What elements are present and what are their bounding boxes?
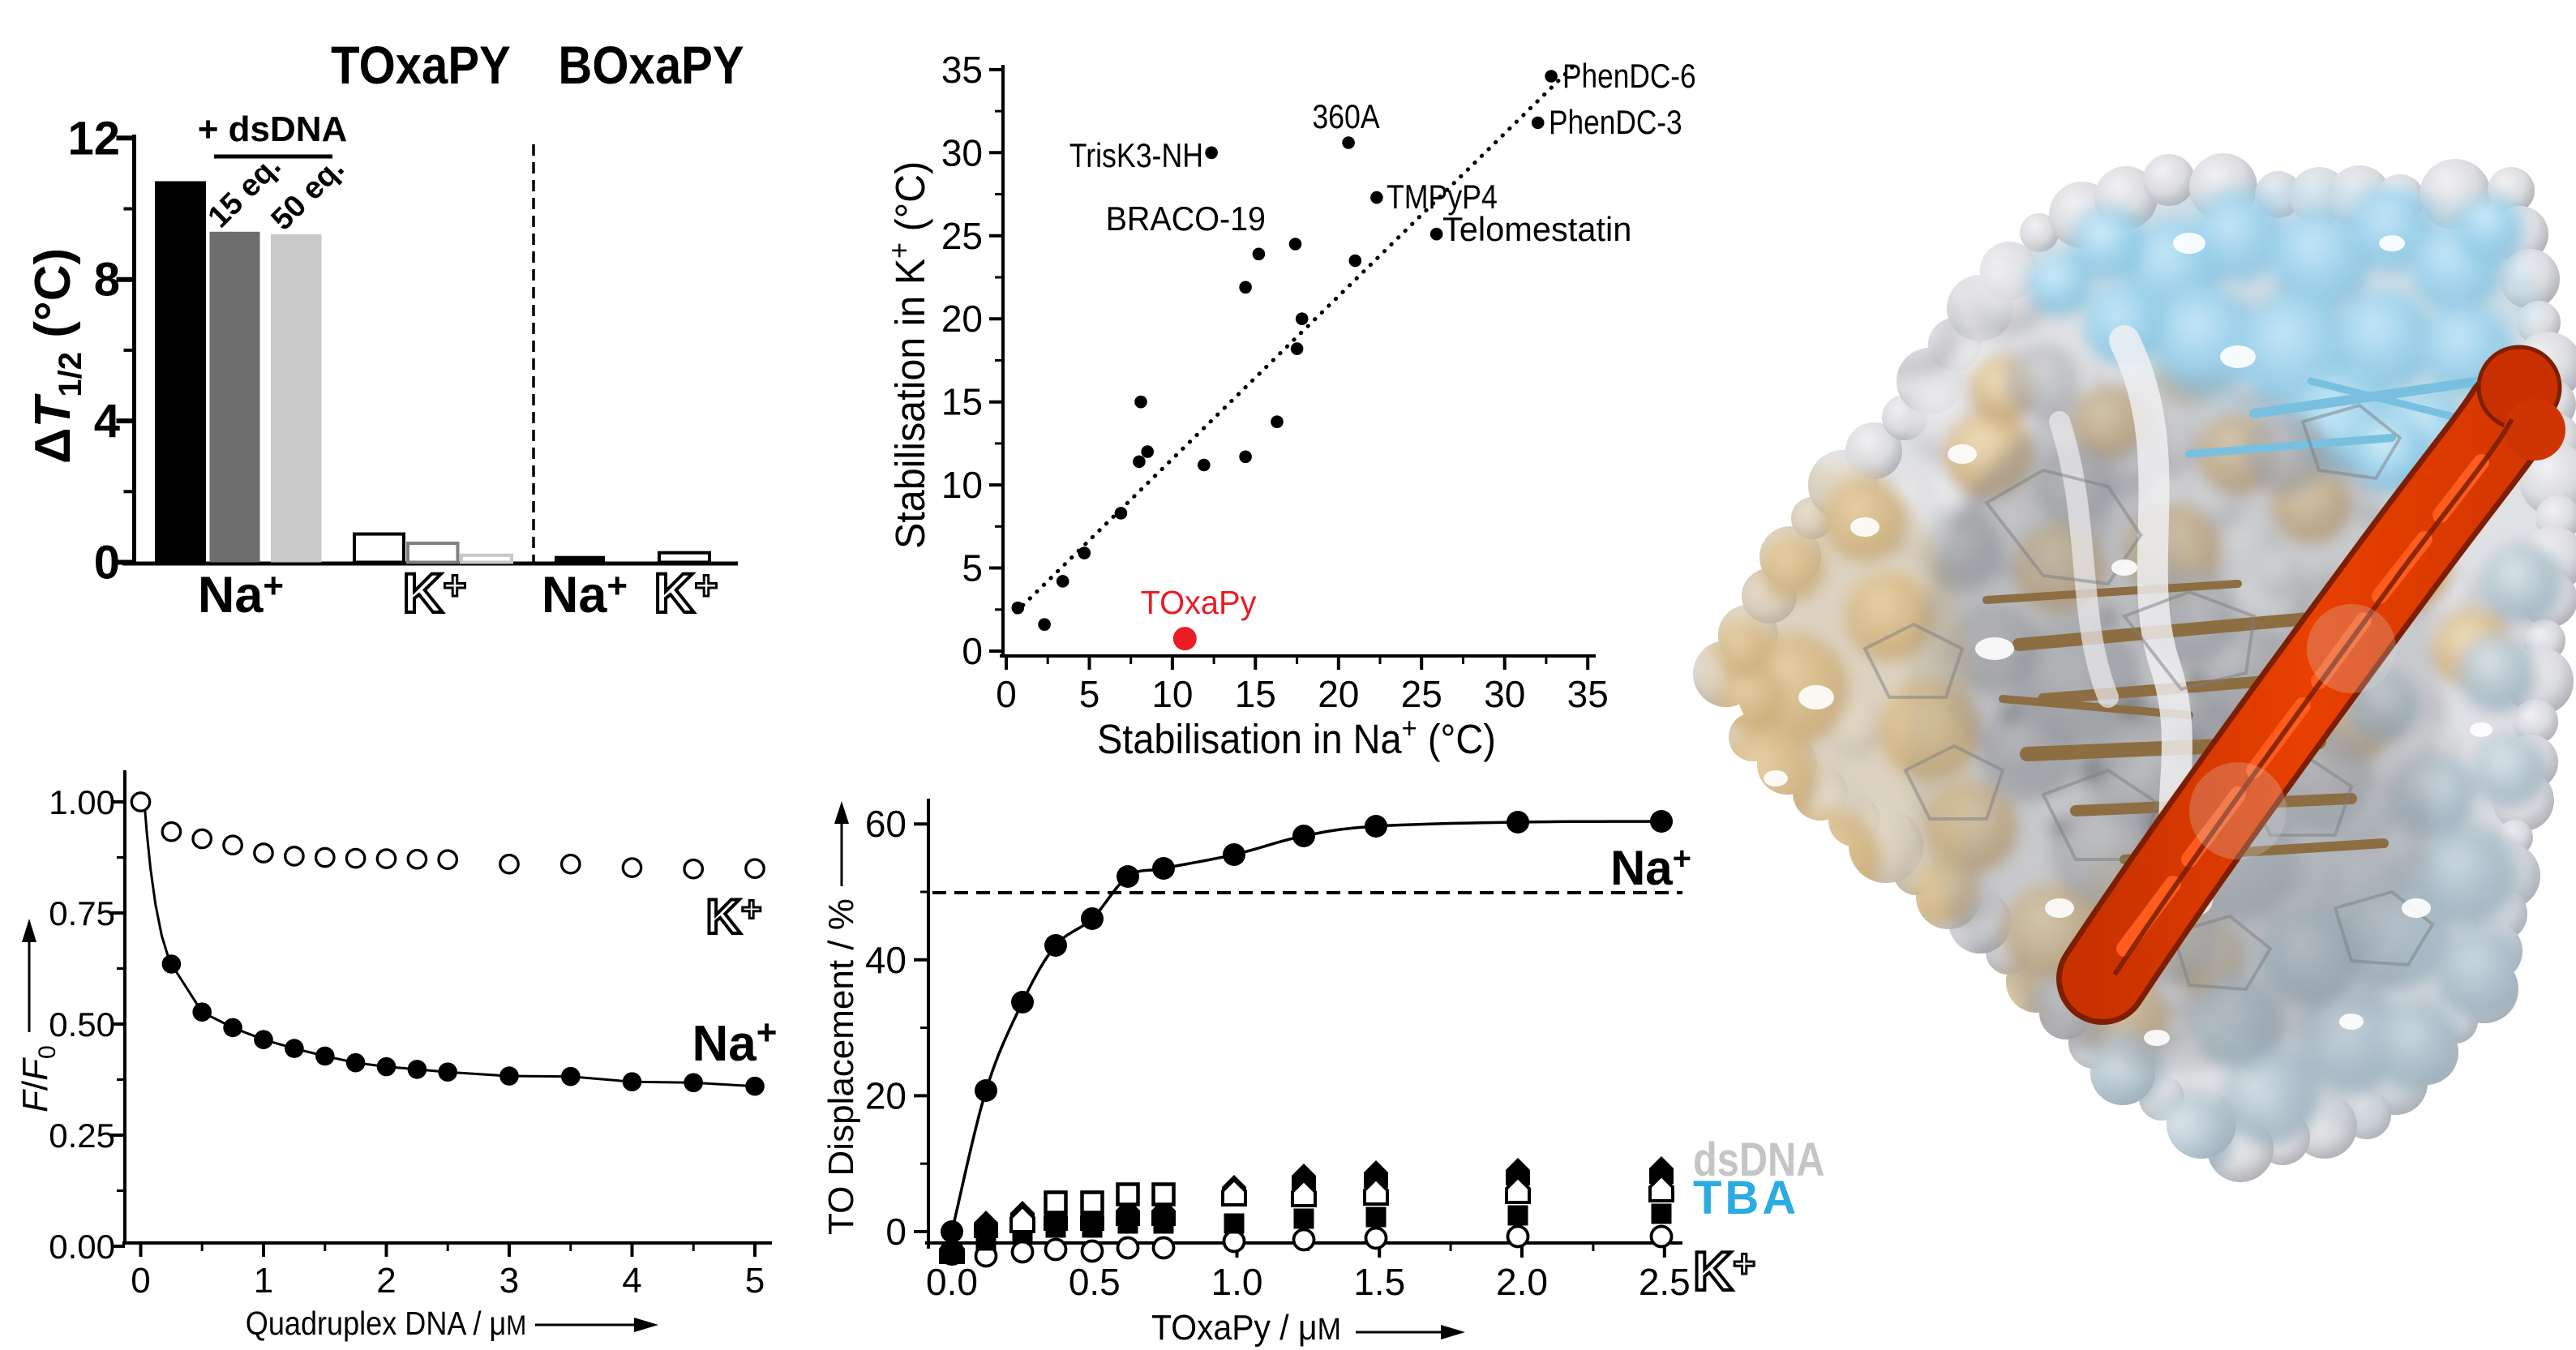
svg-text:1: 1 bbox=[254, 1261, 273, 1301]
svg-text:BOxaPY: BOxaPY bbox=[558, 36, 744, 96]
svg-text:TO Displacement / %: TO Displacement / % bbox=[821, 898, 861, 1235]
svg-text:5: 5 bbox=[1079, 673, 1100, 715]
svg-text:Telomestatin: Telomestatin bbox=[1442, 210, 1631, 248]
svg-text:TBA: TBA bbox=[1693, 1172, 1799, 1224]
svg-text:0.25: 0.25 bbox=[49, 1116, 115, 1155]
svg-text:5: 5 bbox=[962, 547, 983, 589]
svg-text:1.0: 1.0 bbox=[1211, 1261, 1263, 1303]
svg-text:60: 60 bbox=[865, 803, 907, 845]
svg-text:Quadruplex DNA / μM: Quadruplex DNA / μM bbox=[246, 1305, 526, 1343]
svg-text:2: 2 bbox=[376, 1261, 396, 1301]
svg-text:ΔT1/2 (°C): ΔT1/2 (°C) bbox=[25, 248, 88, 464]
svg-text:0.75: 0.75 bbox=[49, 894, 115, 932]
svg-text:TOxaPy: TOxaPy bbox=[1141, 583, 1258, 621]
svg-text:15: 15 bbox=[941, 381, 983, 423]
svg-text:Stabilisation in K+ (°C): Stabilisation in K+ (°C) bbox=[883, 161, 933, 549]
svg-text:30: 30 bbox=[941, 131, 983, 174]
svg-text:25: 25 bbox=[941, 215, 983, 257]
svg-text:12: 12 bbox=[67, 112, 120, 165]
svg-text:15: 15 bbox=[1235, 673, 1276, 715]
svg-text:TrisK3-NH: TrisK3-NH bbox=[1069, 137, 1203, 174]
svg-text:20: 20 bbox=[865, 1074, 907, 1116]
svg-text:0.50: 0.50 bbox=[49, 1005, 115, 1044]
svg-text:0: 0 bbox=[962, 630, 983, 672]
svg-text:0.0: 0.0 bbox=[926, 1261, 978, 1303]
svg-text:K+: K+ bbox=[705, 889, 761, 944]
svg-text:F/F0: F/F0 bbox=[15, 1045, 61, 1112]
svg-text:0: 0 bbox=[885, 1211, 907, 1253]
svg-text:K+: K+ bbox=[1693, 1241, 1755, 1302]
svg-text:0: 0 bbox=[94, 537, 120, 589]
svg-text:2.5: 2.5 bbox=[1639, 1261, 1691, 1303]
svg-text:Na+: Na+ bbox=[692, 1013, 778, 1072]
svg-text:TMPyP4: TMPyP4 bbox=[1387, 178, 1498, 216]
svg-text:360A: 360A bbox=[1312, 98, 1379, 135]
svg-text:10: 10 bbox=[941, 464, 983, 506]
svg-text:35: 35 bbox=[941, 49, 983, 91]
svg-text:dsDNA: dsDNA bbox=[1693, 1134, 1824, 1186]
svg-text:30: 30 bbox=[1484, 673, 1525, 715]
svg-text:1.00: 1.00 bbox=[49, 783, 115, 821]
svg-text:8: 8 bbox=[94, 254, 120, 306]
svg-text:PhenDC-6: PhenDC-6 bbox=[1562, 58, 1696, 96]
svg-text:PhenDC-3: PhenDC-3 bbox=[1549, 104, 1682, 142]
svg-text:10: 10 bbox=[1151, 673, 1193, 715]
svg-text:20: 20 bbox=[941, 298, 983, 340]
svg-text:5: 5 bbox=[745, 1261, 765, 1301]
svg-text:40: 40 bbox=[865, 939, 907, 981]
svg-text:TOxaPY: TOxaPY bbox=[331, 36, 511, 96]
svg-text:0.5: 0.5 bbox=[1069, 1261, 1121, 1303]
svg-text:0: 0 bbox=[996, 673, 1017, 715]
svg-text:1.5: 1.5 bbox=[1353, 1261, 1405, 1303]
svg-text:20: 20 bbox=[1318, 673, 1359, 715]
svg-text:2.0: 2.0 bbox=[1496, 1261, 1548, 1303]
svg-text:+ dsDNA: + dsDNA bbox=[198, 109, 348, 149]
svg-text:0.00: 0.00 bbox=[49, 1228, 115, 1266]
svg-text:TOxaPy / μM: TOxaPy / μM bbox=[1151, 1309, 1341, 1348]
svg-text:Na+: Na+ bbox=[198, 566, 284, 624]
svg-text:4: 4 bbox=[94, 395, 120, 448]
svg-text:BRACO-19: BRACO-19 bbox=[1106, 199, 1266, 238]
svg-text:35: 35 bbox=[1567, 673, 1609, 715]
svg-text:3: 3 bbox=[499, 1261, 519, 1301]
svg-text:0: 0 bbox=[131, 1261, 150, 1301]
svg-text:25: 25 bbox=[1401, 673, 1442, 715]
svg-text:Stabilisation in Na+ (°C): Stabilisation in Na+ (°C) bbox=[1097, 713, 1496, 763]
svg-text:4: 4 bbox=[622, 1261, 641, 1301]
